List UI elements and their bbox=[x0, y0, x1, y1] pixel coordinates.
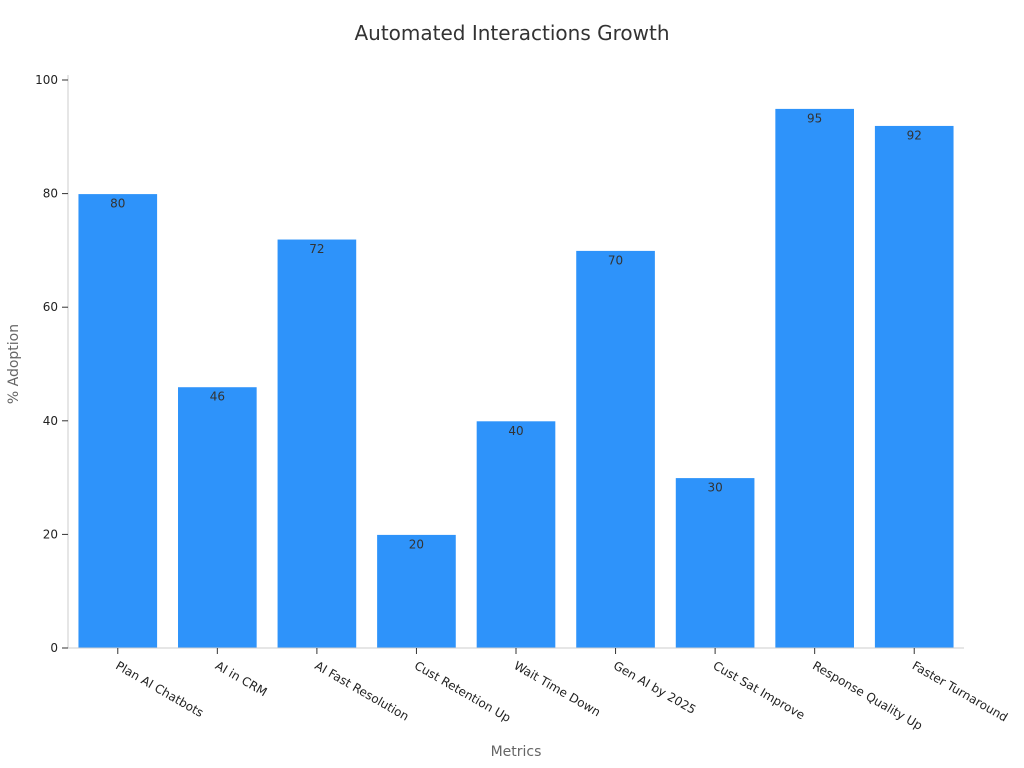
bar-value-label: 40 bbox=[508, 424, 523, 438]
data-labels: 80 46 72 20 40 70 30 95 92 bbox=[110, 111, 922, 551]
bar-value-label: 80 bbox=[110, 197, 125, 211]
bar bbox=[475, 420, 557, 649]
x-axis-title: Metrics bbox=[491, 744, 542, 760]
x-tick-label: AI Fast Resolution bbox=[312, 658, 411, 723]
x-tick-label: Cust Retention Up bbox=[412, 658, 513, 725]
bar-value-label: 72 bbox=[309, 242, 324, 256]
x-tick-label: Faster Turnaround bbox=[910, 658, 1010, 724]
y-tick-label: 60 bbox=[43, 300, 58, 314]
bar-value-label: 92 bbox=[907, 128, 922, 142]
x-tick-label: Plan AI Chatbots bbox=[113, 658, 206, 720]
x-tick-label: Gen AI by 2025 bbox=[611, 658, 698, 716]
y-tick-label: 100 bbox=[35, 73, 58, 87]
bar bbox=[276, 238, 358, 649]
x-tick-label: Cust Sat Improve bbox=[711, 658, 808, 722]
bar-value-label: 46 bbox=[210, 390, 225, 404]
y-tick-label: 20 bbox=[43, 527, 58, 541]
bar-value-label: 70 bbox=[608, 253, 623, 267]
bar bbox=[873, 124, 955, 649]
bar-value-label: 30 bbox=[707, 481, 722, 495]
bar bbox=[376, 533, 457, 649]
x-tick-label: Response Quality Up bbox=[810, 658, 925, 732]
plot-area: 80 46 72 20 40 70 30 95 92 0 20 40 60 80 100 Plan AI … bbox=[35, 73, 1010, 733]
y-axis-title: % Adoption bbox=[6, 324, 22, 404]
x-tick-label: Wait Time Down bbox=[512, 658, 603, 719]
bar bbox=[77, 193, 159, 649]
y-axis: 0 20 40 60 80 100 bbox=[35, 73, 68, 655]
bar bbox=[674, 477, 756, 649]
bar-value-label: 95 bbox=[807, 111, 822, 125]
y-tick-label: 80 bbox=[43, 187, 58, 201]
bars bbox=[77, 107, 955, 649]
bar bbox=[575, 249, 656, 649]
chart-title: Automated Interactions Growth bbox=[354, 21, 669, 45]
bar bbox=[774, 107, 855, 649]
y-tick-label: 40 bbox=[43, 414, 58, 428]
x-tick-label: AI in CRM bbox=[213, 658, 270, 699]
x-axis: Plan AI Chatbots AI in CRM AI Fast Resolut… bbox=[113, 648, 1010, 733]
bar bbox=[177, 386, 258, 649]
bar-value-label: 20 bbox=[409, 537, 424, 551]
y-tick-label: 0 bbox=[50, 641, 58, 655]
